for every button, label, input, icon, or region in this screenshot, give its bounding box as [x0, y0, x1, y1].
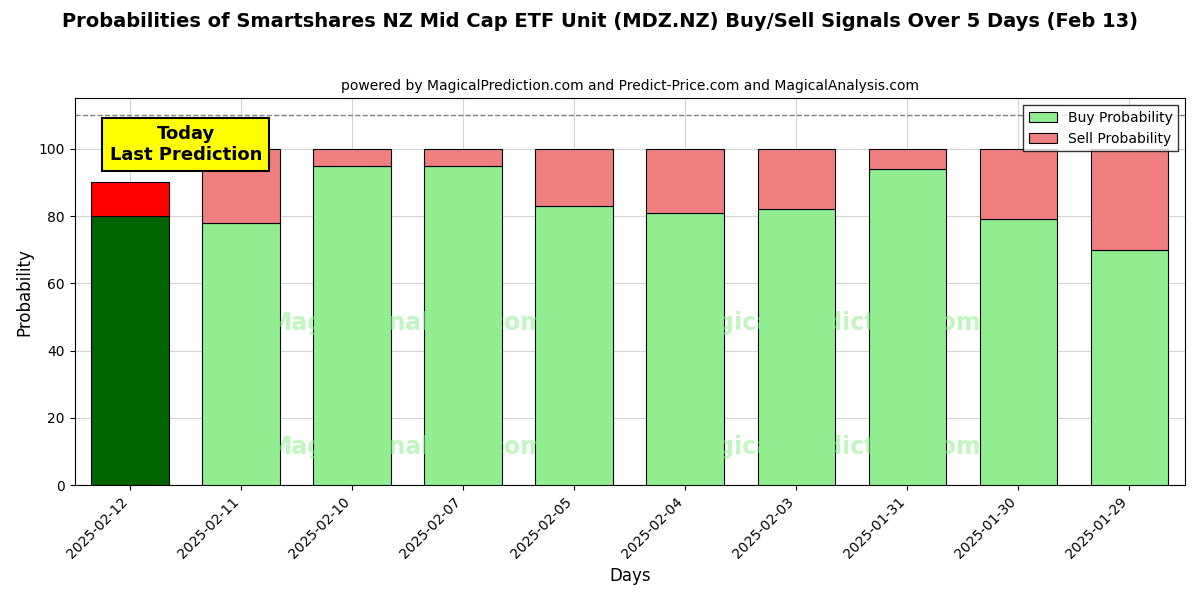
- Text: MagicalAnalysis.com: MagicalAnalysis.com: [269, 434, 546, 458]
- Bar: [757, 209, 835, 485]
- Bar: [1091, 250, 1169, 485]
- Bar: [91, 216, 169, 485]
- Bar: [647, 149, 725, 213]
- Y-axis label: Probability: Probability: [16, 248, 34, 336]
- Bar: [203, 223, 280, 485]
- Bar: [313, 149, 391, 166]
- Bar: [1091, 149, 1169, 250]
- Bar: [869, 169, 947, 485]
- Legend: Buy Probability, Sell Probability: Buy Probability, Sell Probability: [1024, 105, 1178, 151]
- Bar: [979, 220, 1057, 485]
- Text: MagicalAnalysis.com: MagicalAnalysis.com: [269, 311, 546, 335]
- Text: Today
Last Prediction: Today Last Prediction: [109, 125, 262, 164]
- Bar: [535, 206, 613, 485]
- Bar: [425, 149, 502, 166]
- Bar: [647, 213, 725, 485]
- Bar: [979, 149, 1057, 220]
- Bar: [203, 149, 280, 223]
- Title: powered by MagicalPrediction.com and Predict-Price.com and MagicalAnalysis.com: powered by MagicalPrediction.com and Pre…: [341, 79, 919, 93]
- Bar: [313, 166, 391, 485]
- Text: Probabilities of Smartshares NZ Mid Cap ETF Unit (MDZ.NZ) Buy/Sell Signals Over : Probabilities of Smartshares NZ Mid Cap …: [62, 12, 1138, 31]
- X-axis label: Days: Days: [610, 567, 650, 585]
- Bar: [91, 182, 169, 216]
- Bar: [535, 149, 613, 206]
- Bar: [869, 149, 947, 169]
- Bar: [425, 166, 502, 485]
- Text: MagicalPrediction.com: MagicalPrediction.com: [678, 311, 982, 335]
- Text: MagicalPrediction.com: MagicalPrediction.com: [678, 434, 982, 458]
- Bar: [757, 149, 835, 209]
